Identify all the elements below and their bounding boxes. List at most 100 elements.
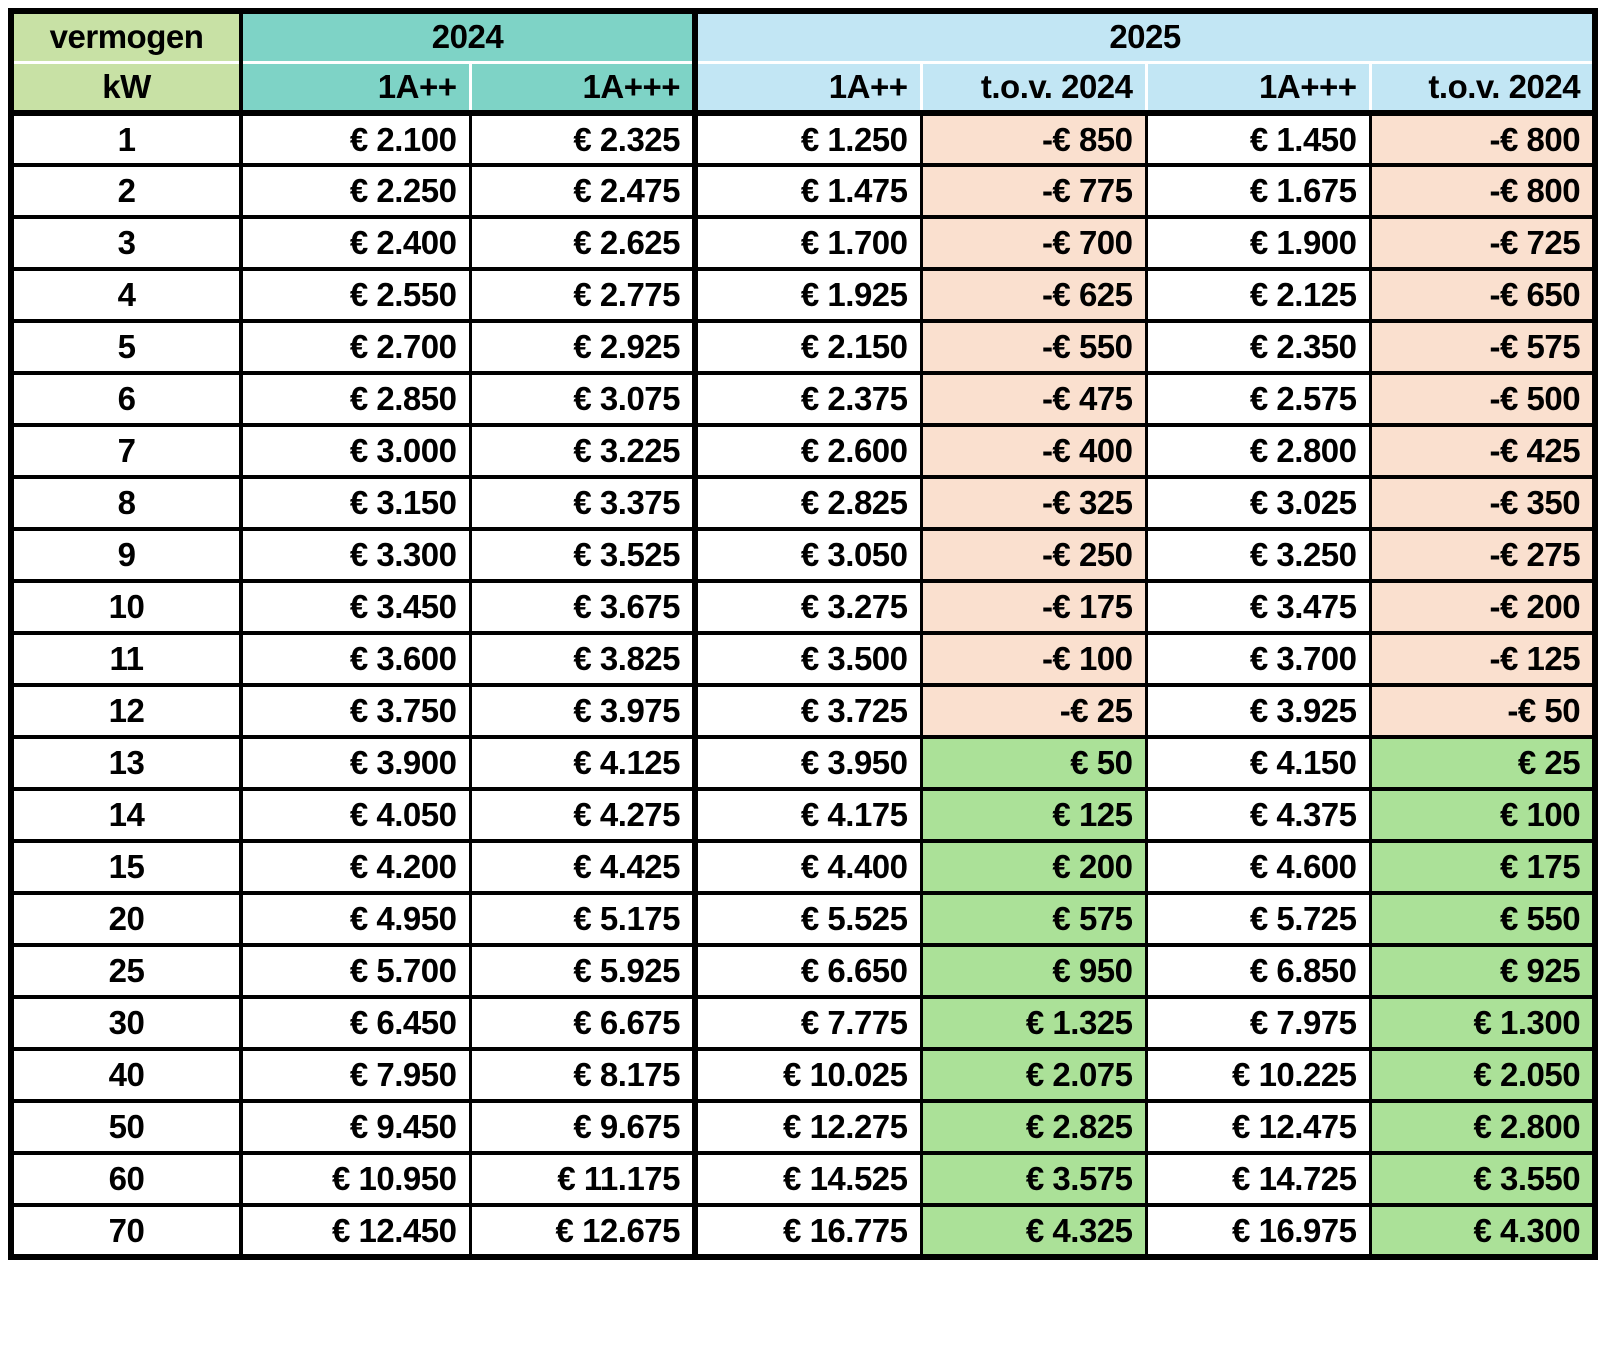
price-2025-1a-plus-plus: € 5.525 [692,891,923,947]
price-2024-1a-plus-plus: € 5.700 [239,943,472,999]
diff-2025-1a-plus-plus: € 125 [919,787,1148,843]
price-2024-1a-plus-plus: € 3.000 [239,423,472,479]
header-2024-1a-plus-plus: 1A++ [239,60,470,116]
price-2025-1a-plus-plus: € 14.525 [692,1151,923,1207]
price-2025-1a-plus-plus: € 7.775 [692,995,923,1051]
kw-cell: 9 [9,527,243,583]
price-2024-1a-plus-plus-plus: € 9.675 [468,1099,697,1155]
price-2025-1a-plus-plus: € 12.275 [692,1099,923,1155]
diff-2025-1a-plus-plus-plus: -€ 800 [1368,163,1597,219]
price-2025-1a-plus-plus: € 1.475 [692,163,923,219]
price-2025-1a-plus-plus-plus: € 4.150 [1144,735,1372,791]
price-2024-1a-plus-plus-plus: € 3.225 [468,423,697,479]
diff-2025-1a-plus-plus: € 2.825 [919,1099,1148,1155]
diff-2025-1a-plus-plus-plus: -€ 50 [1368,683,1597,739]
diff-2025-1a-plus-plus: € 2.075 [919,1047,1148,1103]
price-2025-1a-plus-plus-plus: € 2.575 [1144,371,1372,427]
price-2024-1a-plus-plus: € 2.100 [239,111,472,167]
price-2024-1a-plus-plus-plus: € 4.275 [468,787,697,843]
kw-cell: 1 [9,111,243,167]
table-row: 30 € 6.450 € 6.675 € 7.775 € 1.325 € 7.975 € 1… [9,995,1597,1051]
price-2024-1a-plus-plus: € 3.600 [239,631,472,687]
table-row: 7 € 3.000 € 3.225 € 2.600 -€ 400 € 2.800 -€ 42… [9,423,1597,479]
price-2025-1a-plus-plus: € 2.150 [692,319,923,375]
diff-2025-1a-plus-plus-plus: € 175 [1368,839,1597,895]
price-2025-1a-plus-plus-plus: € 1.450 [1144,111,1372,167]
diff-2025-1a-plus-plus: € 50 [919,735,1148,791]
price-2025-1a-plus-plus-plus: € 1.900 [1144,215,1372,271]
price-2024-1a-plus-plus-plus: € 3.375 [468,475,697,531]
diff-2025-1a-plus-plus-plus: € 2.050 [1368,1047,1597,1103]
diff-2025-1a-plus-plus-plus: -€ 425 [1368,423,1597,479]
year-2025-header: 2025 [692,11,1596,62]
diff-2025-1a-plus-plus-plus: € 3.550 [1368,1151,1597,1207]
table-row: 50 € 9.450 € 9.675 € 12.275 € 2.825 € 12.475 €… [9,1099,1597,1155]
price-2025-1a-plus-plus: € 10.025 [692,1047,923,1103]
price-2025-1a-plus-plus-plus: € 5.725 [1144,891,1372,947]
price-2024-1a-plus-plus: € 2.550 [239,267,472,323]
kw-cell: 15 [9,839,243,895]
table-row: 6 € 2.850 € 3.075 € 2.375 -€ 475 € 2.575 -€ 50… [9,371,1597,427]
price-2025-1a-plus-plus-plus: € 6.850 [1144,943,1372,999]
diff-2025-1a-plus-plus-plus: -€ 125 [1368,631,1597,687]
price-2024-1a-plus-plus: € 2.700 [239,319,472,375]
price-2024-1a-plus-plus-plus: € 5.925 [468,943,697,999]
price-2024-1a-plus-plus-plus: € 2.625 [468,215,697,271]
kw-cell: 12 [9,683,243,739]
diff-2025-1a-plus-plus: -€ 625 [919,267,1148,323]
kw-cell: 14 [9,787,243,843]
diff-2025-1a-plus-plus-plus: -€ 575 [1368,319,1597,375]
table-row: 60 € 10.950 € 11.175 € 14.525 € 3.575 € 14.72… [9,1151,1597,1207]
kw-cell: 11 [9,631,243,687]
price-2025-1a-plus-plus-plus: € 2.125 [1144,267,1372,323]
diff-2025-1a-plus-plus-plus: -€ 350 [1368,475,1597,531]
diff-2025-1a-plus-plus: -€ 850 [919,111,1148,167]
price-2024-1a-plus-plus-plus: € 3.975 [468,683,697,739]
diff-2025-1a-plus-plus: € 950 [919,943,1148,999]
price-2025-1a-plus-plus-plus: € 10.225 [1144,1047,1372,1103]
diff-2025-1a-plus-plus: -€ 250 [919,527,1148,583]
price-2025-1a-plus-plus-plus: € 4.600 [1144,839,1372,895]
header-2025-tov-2024-a: t.o.v. 2024 [919,60,1147,116]
diff-2025-1a-plus-plus: € 3.575 [919,1151,1148,1207]
diff-2025-1a-plus-plus-plus: -€ 800 [1368,111,1597,167]
kw-header: kW [11,60,241,116]
price-2024-1a-plus-plus-plus: € 3.075 [468,371,697,427]
price-2025-1a-plus-plus: € 3.275 [692,579,923,635]
kw-cell: 50 [9,1099,243,1155]
header-2024-1a-plus-plus-plus: 1A+++ [468,60,696,116]
price-2025-1a-plus-plus: € 6.650 [692,943,923,999]
table-row: 1 € 2.100 € 2.325 € 1.250 -€ 850 € 1.450 -€ 80… [9,111,1597,167]
diff-2025-1a-plus-plus-plus: € 4.300 [1368,1203,1597,1259]
table-row: 4 € 2.550 € 2.775 € 1.925 -€ 625 € 2.125 -€ 65… [9,267,1597,323]
diff-2025-1a-plus-plus-plus: € 2.800 [1368,1099,1597,1155]
price-2025-1a-plus-plus: € 4.175 [692,787,923,843]
price-2024-1a-plus-plus: € 3.450 [239,579,472,635]
price-2025-1a-plus-plus-plus: € 3.475 [1144,579,1372,635]
diff-2025-1a-plus-plus-plus: -€ 500 [1368,371,1597,427]
price-2025-1a-plus-plus: € 3.500 [692,631,923,687]
price-2024-1a-plus-plus-plus: € 11.175 [468,1151,697,1207]
price-2024-1a-plus-plus-plus: € 2.475 [468,163,697,219]
price-2024-1a-plus-plus: € 12.450 [239,1203,472,1259]
page: vermogen 2024 2025 kW 1A++ 1A+++ 1A++ t.… [8,8,1599,1260]
price-2024-1a-plus-plus: € 3.750 [239,683,472,739]
price-2024-1a-plus-plus: € 3.150 [239,475,472,531]
price-2024-1a-plus-plus-plus: € 2.925 [468,319,697,375]
header-2025-tov-2024-b: t.o.v. 2024 [1368,60,1596,116]
diff-2025-1a-plus-plus: -€ 175 [919,579,1148,635]
table-row: 9 € 3.300 € 3.525 € 3.050 -€ 250 € 3.250 -€ 27… [9,527,1597,583]
kw-cell: 70 [9,1203,243,1259]
diff-2025-1a-plus-plus-plus: -€ 200 [1368,579,1597,635]
diff-2025-1a-plus-plus-plus: € 100 [1368,787,1597,843]
diff-2025-1a-plus-plus-plus: € 925 [1368,943,1597,999]
table-row: 25 € 5.700 € 5.925 € 6.650 € 950 € 6.850 € 925 [9,943,1597,999]
price-2024-1a-plus-plus: € 2.850 [239,371,472,427]
price-2024-1a-plus-plus-plus: € 4.125 [468,735,697,791]
diff-2025-1a-plus-plus: -€ 100 [919,631,1148,687]
diff-2025-1a-plus-plus-plus: -€ 725 [1368,215,1597,271]
kw-cell: 5 [9,319,243,375]
diff-2025-1a-plus-plus: € 4.325 [919,1203,1148,1259]
diff-2025-1a-plus-plus: -€ 550 [919,319,1148,375]
kw-cell: 6 [9,371,243,427]
